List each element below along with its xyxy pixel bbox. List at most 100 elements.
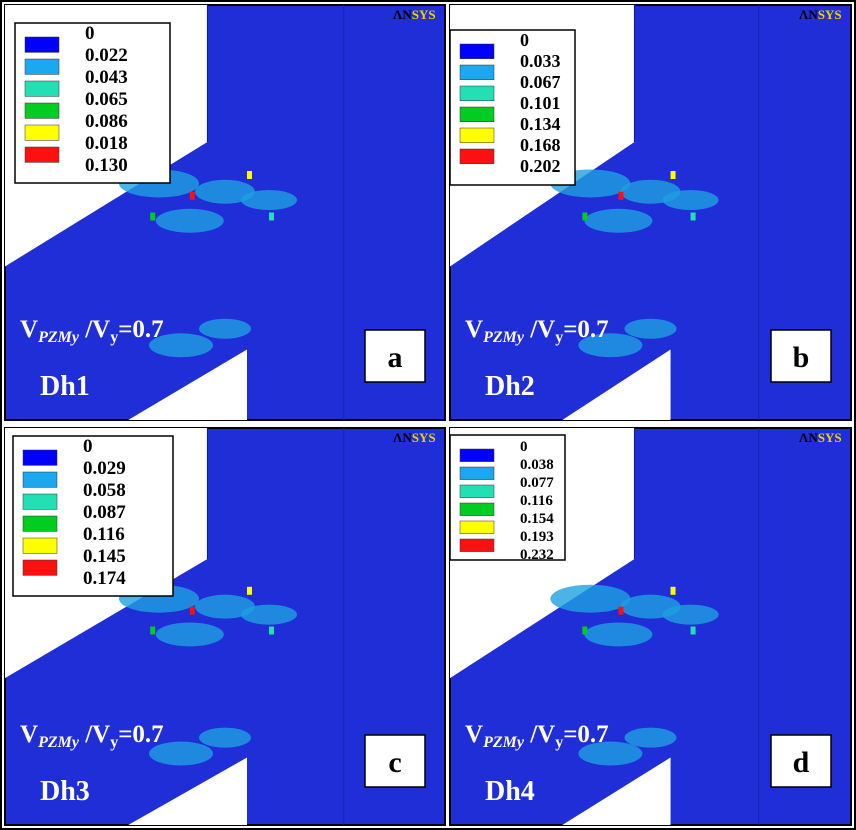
logo-accent: SYS xyxy=(412,7,436,22)
logo-accent: SYS xyxy=(818,7,842,22)
hot-spot xyxy=(582,213,587,221)
stress-zone xyxy=(199,319,251,339)
ratio-sub: PZMy xyxy=(482,329,525,346)
legend-label: 0.086 xyxy=(85,111,128,132)
ratio-sub2: y xyxy=(110,329,118,346)
legend-label: 0.134 xyxy=(520,114,561,134)
ratio-sub: PZMy xyxy=(482,734,525,751)
ratio-v: V xyxy=(20,721,38,748)
panel: ΛNSYS00.0220.0430.0650.0860.0180.130VPZM… xyxy=(5,5,445,420)
legend-label: 0.130 xyxy=(85,155,128,176)
legend-label: 0.022 xyxy=(85,45,128,66)
legend-label: 0.029 xyxy=(83,458,126,479)
legend-label: 0.168 xyxy=(520,135,561,155)
ratio-end: =0.7 xyxy=(118,721,164,748)
legend-label: 0.116 xyxy=(83,524,125,545)
legend-swatch xyxy=(460,467,494,480)
legend-swatch xyxy=(460,449,494,462)
logo-accent: SYS xyxy=(412,430,436,445)
legend-swatch xyxy=(460,44,494,59)
legend-label: 0.116 xyxy=(520,493,553,509)
stress-zone xyxy=(663,190,719,210)
legend-swatch xyxy=(460,503,494,516)
ratio-end: =0.7 xyxy=(118,316,164,343)
ansys-logo: ΛNSYS xyxy=(799,7,842,22)
case-label: Dh2 xyxy=(485,371,535,402)
case-label: Dh3 xyxy=(40,776,90,807)
logo-main: ΛN xyxy=(393,7,412,22)
ratio-v: V xyxy=(465,316,483,343)
stress-zone xyxy=(625,319,677,339)
legend-label: 0.232 xyxy=(520,547,554,563)
legend-swatch xyxy=(25,81,59,96)
stress-zone xyxy=(156,209,224,233)
ratio-sub: PZMy xyxy=(37,734,80,751)
ratio-sub2: y xyxy=(555,734,563,751)
legend-label: 0.077 xyxy=(520,475,554,491)
legend-label: 0.065 xyxy=(85,89,128,110)
case-label: Dh1 xyxy=(40,371,90,402)
hot-spot xyxy=(582,627,587,635)
legend-swatch xyxy=(23,494,57,509)
legend-swatch xyxy=(460,107,494,122)
legend-label: 0.202 xyxy=(520,156,561,176)
legend-swatch xyxy=(23,538,57,553)
hot-spot xyxy=(691,213,696,221)
legend-swatch xyxy=(25,147,59,162)
hot-spot xyxy=(247,587,252,595)
legend-swatch xyxy=(460,128,494,143)
logo-main: ΛN xyxy=(393,430,412,445)
legend-swatch xyxy=(460,86,494,101)
hot-spot xyxy=(247,171,252,179)
legend-swatch xyxy=(460,65,494,80)
panel-letter: a xyxy=(388,341,403,374)
stress-zone xyxy=(550,585,630,613)
stress-zone xyxy=(156,622,224,646)
stress-zone xyxy=(663,605,719,625)
logo-main: ΛN xyxy=(799,7,818,22)
ratio-mid: /V xyxy=(524,721,555,748)
legend-label: 0.043 xyxy=(85,67,128,88)
legend-label: 0.087 xyxy=(83,502,126,523)
legend-swatch xyxy=(25,125,59,140)
hot-spot xyxy=(269,627,274,635)
ratio-v: V xyxy=(465,721,483,748)
ratio-sub2: y xyxy=(555,329,563,346)
legend-swatch xyxy=(23,472,57,487)
hot-spot xyxy=(691,627,696,635)
hot-spot xyxy=(150,627,155,635)
stress-zone xyxy=(584,622,652,646)
logo-accent: SYS xyxy=(818,430,842,445)
legend-label: 0 xyxy=(520,30,529,50)
legend-label: 0.033 xyxy=(520,51,561,71)
legend-label: 0.101 xyxy=(520,93,561,113)
legend-label: 0.145 xyxy=(83,546,126,567)
ratio-end: =0.7 xyxy=(563,316,609,343)
ratio-v: V xyxy=(20,316,38,343)
panel: ΛNSYS00.0330.0670.1010.1340.1680.202VPZM… xyxy=(450,5,851,420)
legend-swatch xyxy=(460,149,494,164)
legend-label: 0 xyxy=(520,439,528,455)
legend-swatch xyxy=(460,521,494,534)
hot-spot xyxy=(190,192,195,200)
stress-zone xyxy=(625,728,677,748)
panel: ΛNSYS00.0290.0580.0870.1160.1450.174VPZM… xyxy=(5,428,445,825)
hot-spot xyxy=(618,607,623,615)
panel-letter: c xyxy=(388,746,401,779)
panel-letter: b xyxy=(793,341,810,374)
legend-swatch xyxy=(23,560,57,575)
legend-swatch xyxy=(25,37,59,52)
legend-label: 0.018 xyxy=(85,133,128,154)
hot-spot xyxy=(671,171,676,179)
legend-swatch xyxy=(25,103,59,118)
stress-zone xyxy=(241,190,297,210)
hot-spot xyxy=(269,213,274,221)
legend-label: 0.174 xyxy=(83,568,126,589)
hot-spot xyxy=(671,587,676,595)
legend-label: 0 xyxy=(83,436,93,457)
legend-label: 0.038 xyxy=(520,457,554,473)
legend-swatch xyxy=(460,539,494,552)
legend-swatch xyxy=(25,59,59,74)
stress-zone xyxy=(199,728,251,748)
panel: ΛNSYS00.0380.0770.1160.1540.1930.232VPZM… xyxy=(450,428,851,825)
